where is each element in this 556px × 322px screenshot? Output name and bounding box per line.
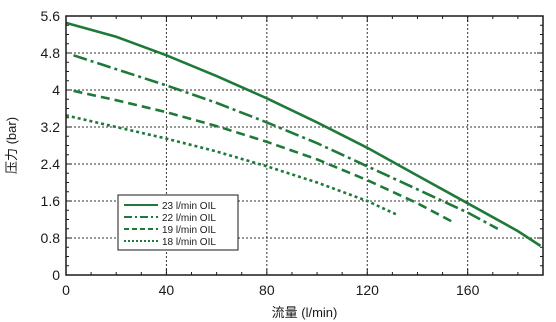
legend-label-4: 18 l/min OIL: [162, 237, 216, 248]
y-tick-label: 5.6: [41, 8, 61, 24]
x-tick-label: 0: [62, 282, 70, 298]
y-tick-label: 3.2: [41, 119, 61, 135]
y-axis-label: 压力 (bar): [4, 117, 19, 174]
y-tick-label: 0: [52, 267, 60, 283]
y-tick-label: 4: [52, 82, 60, 98]
legend-label-2: 22 l/min OIL: [162, 213, 216, 224]
series-layer: [65, 21, 542, 247]
series-line-4: [65, 114, 398, 217]
x-axis-label: 流量 (l/min): [272, 305, 338, 320]
x-tick-label: 40: [159, 282, 175, 298]
y-tick-label: 0.8: [41, 230, 61, 246]
legend-label-3: 19 l/min OIL: [162, 225, 216, 236]
series-line-2: [73, 54, 499, 230]
y-tick-labels: 0 0.8 1.6 2.4 3.2 4 4.8 5.6: [41, 8, 61, 283]
y-tick-label: 2.4: [41, 156, 61, 172]
y-tick-label: 1.6: [41, 193, 61, 209]
x-tick-label: 160: [456, 282, 480, 298]
x-tick-label: 80: [259, 282, 275, 298]
plot-frame: [65, 15, 544, 276]
x-tick-label: 120: [356, 282, 380, 298]
y-tick-label: 4.8: [41, 45, 61, 61]
series-line-3: [73, 89, 456, 225]
x-tick-labels: 0 40 80 120 160: [62, 282, 479, 298]
series-line-1: [65, 21, 542, 247]
legend-label-1: 23 l/min OIL: [162, 201, 216, 212]
